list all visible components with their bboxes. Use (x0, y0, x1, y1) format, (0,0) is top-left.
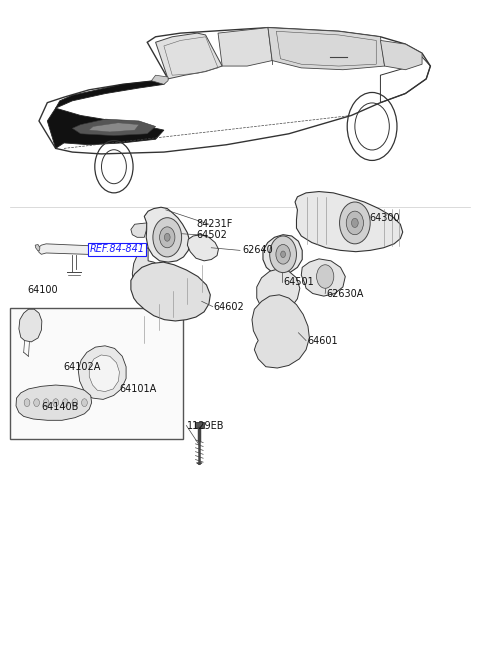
Circle shape (43, 399, 49, 407)
Polygon shape (35, 244, 40, 251)
Polygon shape (196, 463, 202, 465)
Text: 64300: 64300 (369, 213, 400, 223)
Circle shape (72, 399, 78, 407)
Polygon shape (295, 191, 403, 252)
Circle shape (317, 265, 334, 288)
Text: 64602: 64602 (214, 301, 244, 312)
Polygon shape (301, 259, 345, 296)
Circle shape (62, 399, 68, 407)
Bar (10, 308, 182, 439)
Text: 62630A: 62630A (326, 288, 363, 299)
Text: REF.84-841: REF.84-841 (89, 244, 144, 254)
Polygon shape (257, 269, 300, 312)
Text: 64601: 64601 (307, 335, 337, 346)
Polygon shape (131, 223, 147, 237)
Polygon shape (132, 248, 166, 295)
Circle shape (159, 227, 175, 248)
Text: 1129EB: 1129EB (187, 421, 225, 430)
Polygon shape (16, 385, 92, 421)
Polygon shape (187, 234, 218, 261)
Circle shape (153, 217, 181, 257)
Polygon shape (194, 422, 204, 428)
Circle shape (82, 399, 87, 407)
Text: 64101A: 64101A (120, 384, 156, 394)
Circle shape (53, 399, 59, 407)
Circle shape (34, 399, 39, 407)
Circle shape (164, 233, 170, 241)
Circle shape (24, 399, 30, 407)
Circle shape (346, 211, 363, 234)
Polygon shape (131, 262, 210, 321)
Text: 62640: 62640 (242, 246, 273, 255)
Text: 64502: 64502 (196, 231, 227, 240)
Circle shape (281, 251, 286, 257)
Polygon shape (151, 75, 168, 84)
Polygon shape (38, 244, 126, 256)
Circle shape (351, 218, 358, 227)
Polygon shape (144, 207, 190, 262)
Polygon shape (156, 33, 222, 79)
Polygon shape (252, 295, 310, 368)
Circle shape (339, 202, 370, 244)
Polygon shape (381, 41, 422, 69)
Polygon shape (19, 309, 42, 342)
Polygon shape (89, 122, 139, 132)
Polygon shape (48, 79, 168, 149)
Polygon shape (72, 119, 156, 136)
Polygon shape (263, 234, 302, 274)
Text: 64501: 64501 (283, 277, 314, 287)
Polygon shape (78, 346, 126, 400)
Polygon shape (89, 355, 120, 392)
Polygon shape (218, 28, 272, 66)
Text: 64102A: 64102A (63, 362, 100, 372)
Polygon shape (268, 28, 384, 69)
Text: 64100: 64100 (27, 284, 58, 295)
Circle shape (276, 244, 290, 264)
Text: 84231F: 84231F (196, 219, 232, 229)
Circle shape (270, 236, 297, 272)
Text: 64140B: 64140B (41, 402, 79, 412)
